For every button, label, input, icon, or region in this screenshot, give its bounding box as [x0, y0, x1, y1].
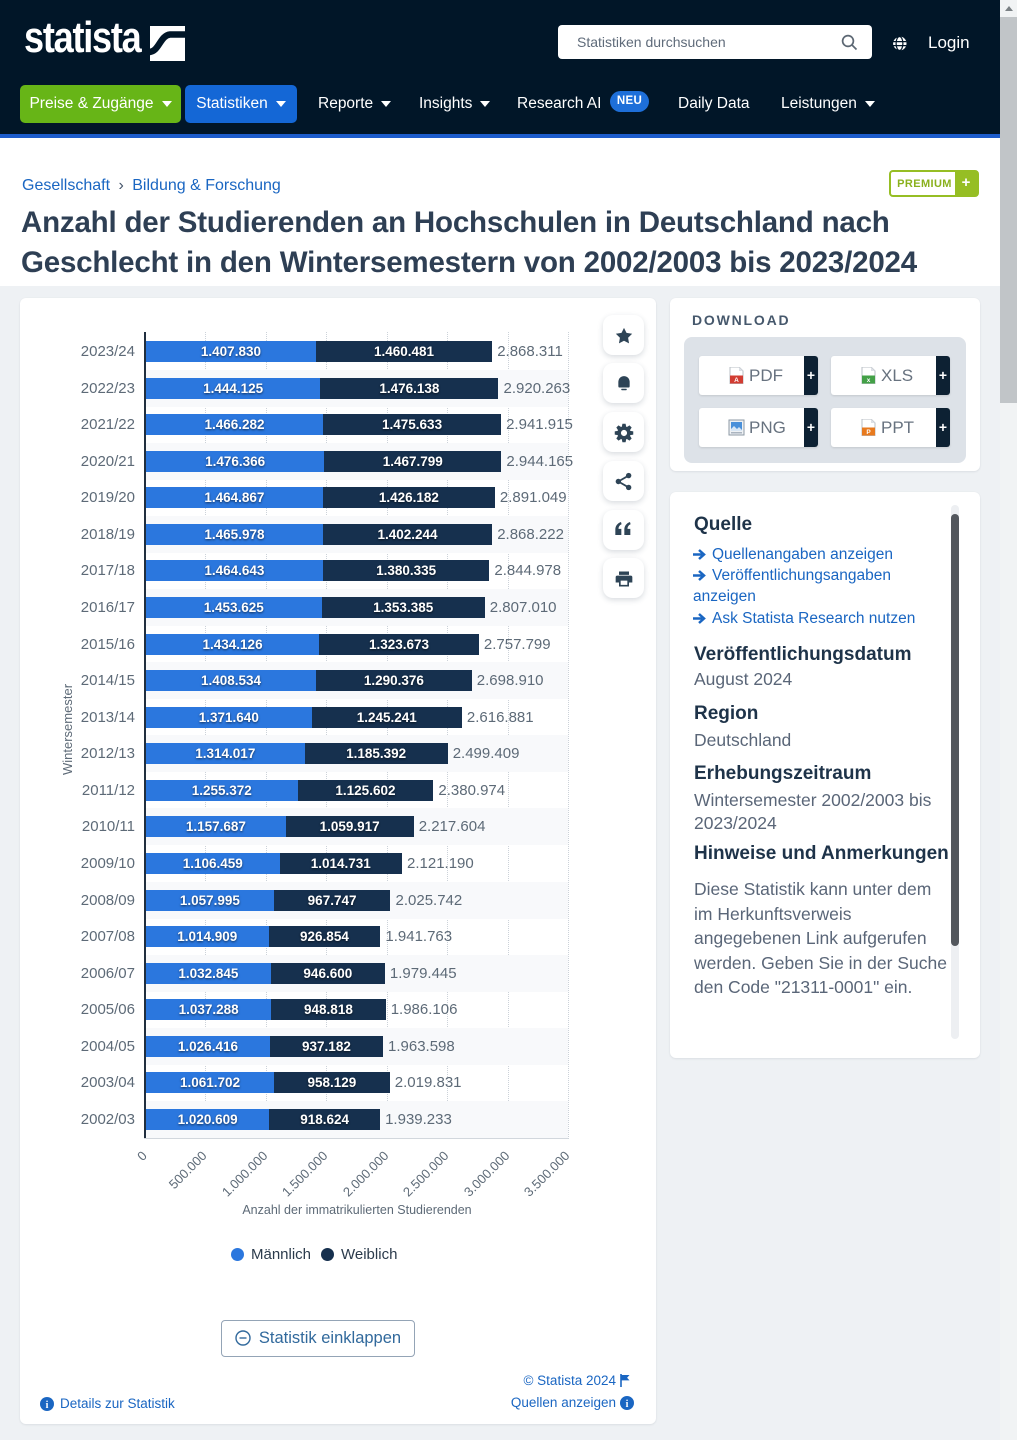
svg-text:i: i: [46, 1400, 49, 1411]
svg-text:P: P: [866, 429, 871, 436]
svg-text:x: x: [867, 377, 871, 384]
svg-text:A: A: [734, 377, 739, 384]
svg-text:i: i: [626, 1399, 629, 1410]
